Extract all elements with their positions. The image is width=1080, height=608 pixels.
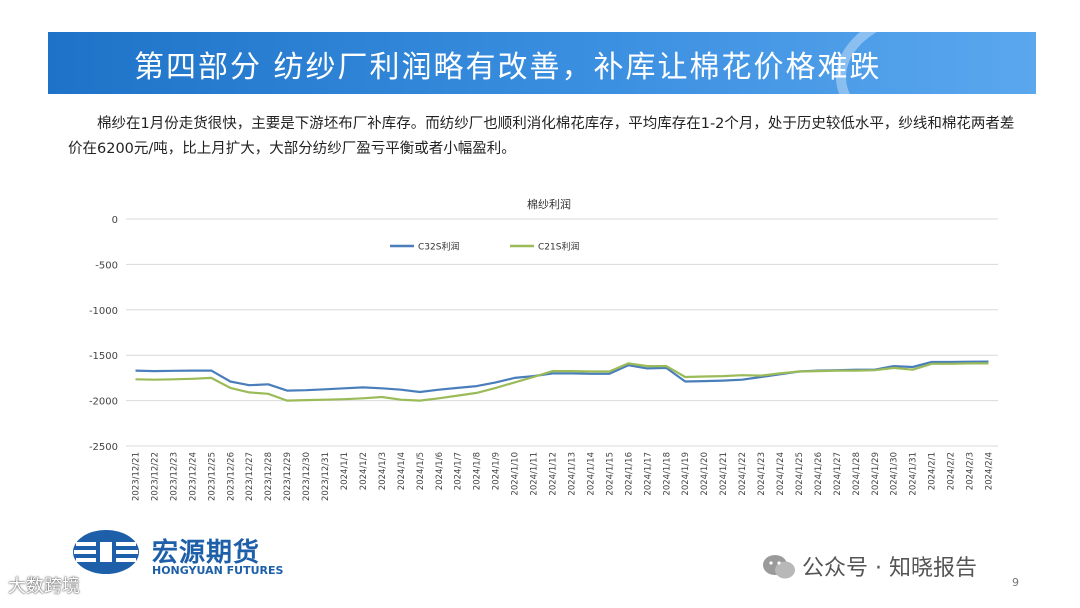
x-tick-label: 2023/12/26	[226, 452, 236, 501]
y-tick-label: -1000	[89, 306, 118, 317]
y-tick-label: -500	[95, 260, 118, 271]
x-tick-label: 2024/1/23	[757, 452, 767, 496]
x-tick-label: 2024/1/19	[681, 452, 691, 496]
x-tick-label: 2024/1/3	[378, 452, 388, 490]
x-tick-label: 2024/1/10	[511, 452, 521, 496]
legend-label: C32S利润	[418, 241, 459, 253]
y-tick-label: -2000	[89, 397, 118, 408]
x-tick-label: 2024/1/31	[909, 452, 919, 496]
wechat-icon	[763, 555, 795, 579]
watermark-left: 大数跨境	[8, 576, 80, 597]
company-logo: 宏源期货 HONGYUAN FUTURES	[72, 528, 312, 584]
chart-title: 棉纱利润	[527, 197, 571, 211]
x-tick-label: 2024/1/5	[416, 452, 426, 490]
chart-grid	[126, 218, 998, 447]
x-tick-label: 2023/12/29	[283, 452, 293, 501]
profit-chart: 0 -500 -1000 -1500 -2000 -2500 2023/12/21 2023…	[60, 186, 1020, 528]
x-tick-label: 2023/12/22	[150, 452, 160, 501]
x-tick-label: 2024/1/20	[700, 452, 710, 496]
watermark-right: 公众号 · 知晓报告	[762, 550, 977, 582]
x-tick-label: 2024/1/13	[567, 452, 577, 496]
page-title: 第四部分 纺纱厂利润略有改善，补库让棉花价格难跌	[134, 50, 882, 85]
x-tick-label: 2023/12/23	[169, 452, 179, 501]
page-number: 9	[1012, 576, 1019, 589]
logo-english-name: HONGYUAN FUTURES	[152, 564, 284, 577]
profit-chart-svg: 0-500-1000-1500-2000-2500 2023/12/21 2023…	[89, 197, 998, 501]
x-tick-label: 2023/12/30	[302, 452, 312, 501]
x-tick-label: 2023/12/24	[188, 452, 198, 501]
x-tick-label: 2024/1/16	[624, 452, 634, 496]
y-tick-label: -1500	[89, 351, 118, 362]
x-tick-label: 2024/1/9	[492, 452, 502, 490]
x-tick-label: 2024/1/4	[397, 452, 407, 490]
x-tick-label: 2024/1/26	[814, 452, 824, 496]
x-tick-label: 2024/2/3	[966, 452, 976, 490]
x-axis: 2023/12/21 2023/12/22 2023/12/23 2023/12/24…	[131, 452, 994, 501]
x-tick-label: 2024/1/29	[871, 452, 881, 496]
title-bar: 第四部分 纺纱厂利润略有改善，补库让棉花价格难跌	[48, 32, 1036, 94]
hongyuan-logo-icon	[73, 530, 139, 574]
x-tick-label: 2024/1/2	[359, 452, 369, 490]
chart-series	[135, 360, 989, 402]
x-tick-label: 2023/12/28	[264, 452, 274, 501]
x-tick-label: 2024/1/22	[738, 452, 748, 496]
x-tick-label: 2024/1/12	[549, 452, 559, 496]
x-tick-label: 2024/1/1	[340, 452, 350, 490]
x-tick-label: 2023/12/21	[131, 452, 141, 501]
x-tick-label: 2024/1/14	[586, 452, 596, 496]
x-tick-label: 2023/12/27	[245, 452, 255, 501]
x-tick-label: 2024/1/30	[890, 452, 900, 496]
legend-label: C21S利润	[538, 241, 579, 253]
x-tick-label: 2024/1/15	[605, 452, 615, 496]
x-tick-label: 2024/1/8	[473, 452, 483, 490]
y-axis: 0 -500 -1000 -1500 -2000 -2500	[89, 215, 118, 453]
x-tick-label: 2024/2/2	[947, 452, 957, 490]
chart-legend: C32S利润 C21S利润	[390, 241, 579, 253]
x-tick-label: 2023/12/31	[321, 452, 331, 501]
x-tick-label: 2024/1/11	[530, 452, 540, 496]
series-line-1	[135, 360, 989, 394]
x-tick-label: 2024/2/1	[928, 452, 938, 490]
series-line-2	[135, 362, 989, 402]
y-tick-label: -2500	[89, 442, 118, 453]
description-paragraph: 棉纱在1月份走货很快，主要是下游坯布厂补库存。而纺纱厂也顺利消化棉花库存，平均库…	[68, 116, 1015, 157]
x-tick-label: 2024/1/24	[776, 452, 786, 496]
x-tick-label: 2024/1/21	[719, 452, 729, 496]
x-tick-label: 2024/1/18	[662, 452, 672, 496]
x-tick-label: 2024/1/27	[833, 452, 843, 496]
x-tick-label: 2024/1/7	[454, 452, 464, 490]
x-tick-label: 2024/1/17	[643, 452, 653, 496]
watermark-right-text: 公众号 · 知晓报告	[802, 556, 977, 581]
y-tick-label: 0	[112, 215, 118, 226]
title-bar-decoration	[836, 32, 1036, 94]
x-tick-label: 2024/2/4	[985, 452, 995, 490]
x-tick-label: 2024/1/25	[795, 452, 805, 496]
x-tick-label: 2023/12/25	[207, 452, 217, 501]
x-tick-label: 2024/1/28	[852, 452, 862, 496]
x-tick-label: 2024/1/6	[435, 452, 445, 490]
logo-chinese-name: 宏源期货	[152, 538, 261, 568]
